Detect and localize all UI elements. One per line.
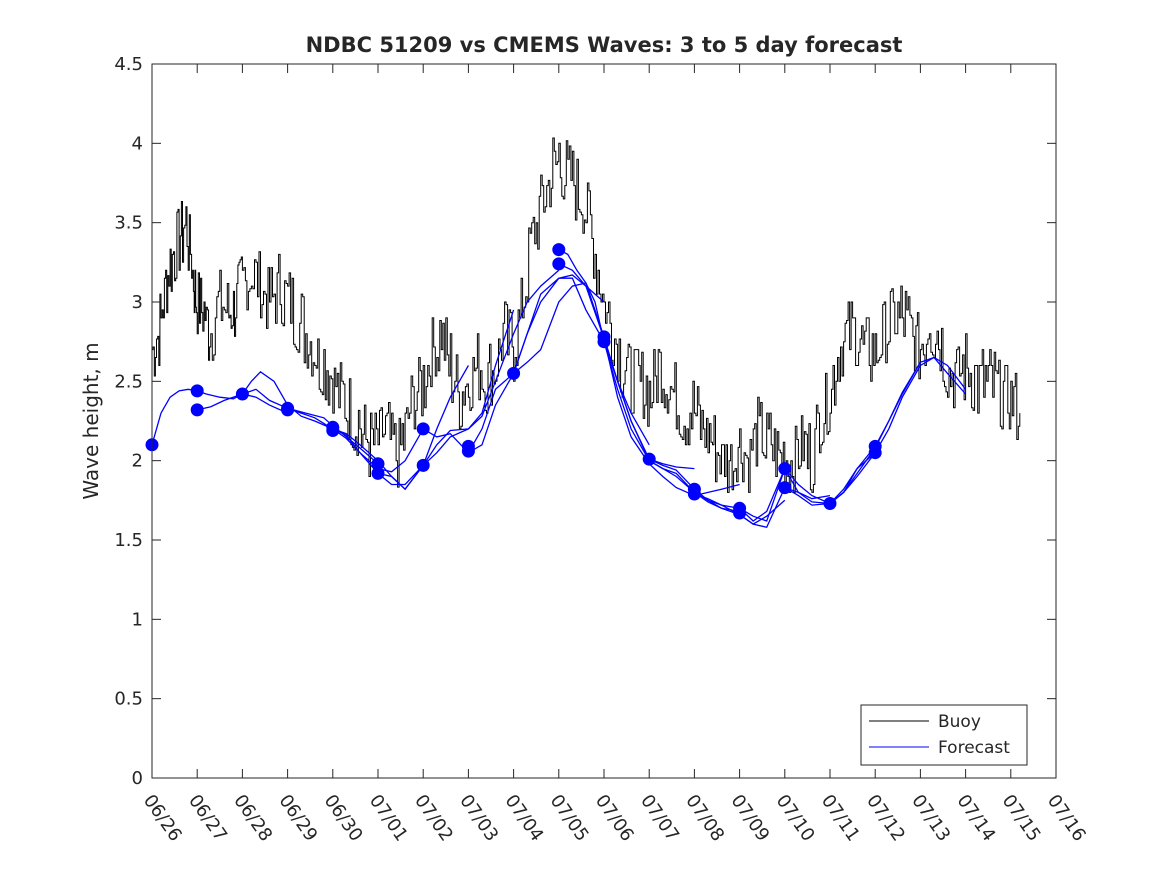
forecast-run-line-15 xyxy=(784,356,967,505)
forecast-run-line-8 xyxy=(513,282,695,470)
forecast-marker xyxy=(371,466,385,480)
legend: Buoy Forecast xyxy=(860,704,1028,766)
y-tick-label: 3 xyxy=(132,292,143,313)
x-tick-label: 07/08 xyxy=(681,791,728,846)
forecast-marker xyxy=(778,462,792,476)
forecast-marker xyxy=(235,387,249,401)
y-tick-label: 4.5 xyxy=(114,54,143,75)
forecast-run-line-2 xyxy=(241,370,424,473)
x-tick-label: 07/09 xyxy=(727,791,774,846)
x-tick-label: 07/11 xyxy=(817,791,864,846)
y-tick-label: 2 xyxy=(132,451,143,472)
y-tick-label: 2.5 xyxy=(114,371,143,392)
x-tick-label: 06/27 xyxy=(184,791,231,846)
forecast-marker xyxy=(416,422,430,436)
plot-area-frame xyxy=(151,63,1057,779)
forecast-marker xyxy=(190,384,204,398)
forecast-marker xyxy=(281,403,295,417)
forecast-run-line-5 xyxy=(377,269,560,491)
forecast-marker xyxy=(552,243,566,257)
forecast-marker xyxy=(823,497,837,510)
legend-box xyxy=(860,704,1028,766)
forecast-marker xyxy=(642,452,656,466)
x-tick-label: 07/16 xyxy=(1043,791,1090,846)
forecast-marker xyxy=(507,366,521,380)
x-tick-label: 06/26 xyxy=(139,791,186,846)
forecast-marker xyxy=(868,446,882,460)
x-tick-label: 07/07 xyxy=(636,791,683,846)
buoy-series-line xyxy=(152,137,1021,493)
y-tick-label: 0 xyxy=(132,768,143,789)
forecast-marker xyxy=(597,335,611,349)
x-tick-label: 07/01 xyxy=(365,791,412,846)
forecast-marker xyxy=(190,403,204,417)
x-tick-label: 07/13 xyxy=(907,791,954,846)
legend-label-buoy: Buoy xyxy=(938,712,981,732)
x-tick-label: 07/05 xyxy=(546,791,593,846)
forecast-run-line-0 xyxy=(151,388,288,445)
forecast-marker xyxy=(416,458,430,472)
x-tick-label: 06/30 xyxy=(320,791,367,846)
forecast-marker xyxy=(552,257,566,271)
x-tick-label: 06/28 xyxy=(229,791,276,846)
y-tick-label: 1.5 xyxy=(114,530,143,551)
y-axis-label: Wave height, m xyxy=(79,342,103,499)
x-tick-label: 06/29 xyxy=(275,791,322,846)
forecast-marker xyxy=(687,487,701,501)
y-tick-label: 3.5 xyxy=(114,213,143,234)
x-tick-label: 07/15 xyxy=(998,791,1045,846)
forecast-marker xyxy=(371,457,385,471)
forecast-marker xyxy=(778,481,792,495)
y-tick-label: 4 xyxy=(132,133,143,154)
y-axis: 0 0.5 1 1.5 2 2.5 3 3.5 4 4.5 xyxy=(114,54,1056,789)
x-tick-label: 07/12 xyxy=(862,791,909,846)
forecast-marker xyxy=(733,506,747,520)
x-tick-label: 07/14 xyxy=(953,791,1000,846)
x-tick-label: 07/10 xyxy=(772,791,819,846)
x-tick-label: 07/06 xyxy=(591,791,638,846)
legend-label-forecast: Forecast xyxy=(938,738,1010,758)
forecast-marker xyxy=(326,424,340,437)
x-tick-label: 07/03 xyxy=(455,791,502,846)
forecast-run-line-9 xyxy=(558,249,740,513)
chart-title: NDBC 51209 vs CMEMS Waves: 3 to 5 day fo… xyxy=(306,33,903,57)
forecast-run-line-16 xyxy=(829,356,967,505)
x-tick-label: 07/04 xyxy=(501,791,548,846)
x-tick-label: 07/02 xyxy=(410,791,457,846)
forecast-marker xyxy=(461,444,475,458)
y-tick-label: 0.5 xyxy=(114,689,143,710)
y-tick-label: 1 xyxy=(132,609,143,630)
